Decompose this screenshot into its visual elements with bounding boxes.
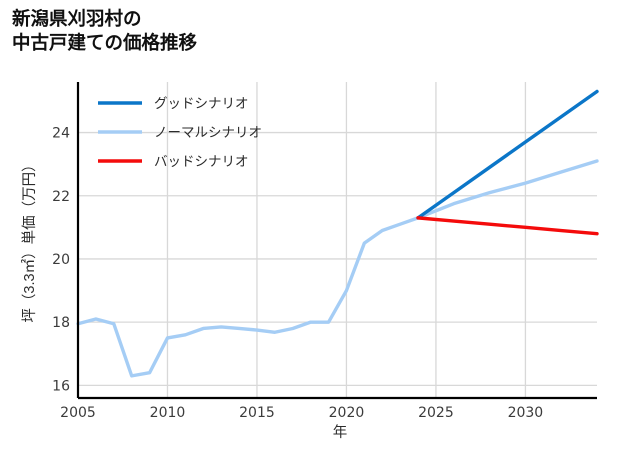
x-tick-label: 2010: [150, 405, 186, 421]
legend-label: グッドシナリオ: [154, 96, 249, 111]
x-axis-tick-labels: 2005 2010 2015 2020 2025 2030: [60, 405, 543, 421]
x-axis-title: 年: [333, 424, 348, 441]
y-tick-label: 18: [52, 315, 70, 331]
x-tick-label: 2015: [239, 405, 275, 421]
x-tick-label: 2005: [60, 405, 96, 421]
page-title: 新潟県刈羽村の中古戸建ての価格推移: [12, 7, 572, 56]
y-tick-label: 22: [52, 189, 70, 205]
page-title-line: 中古戸建ての価格推移: [12, 32, 198, 54]
y-tick-label: 16: [52, 378, 70, 394]
y-tick-label: 24: [52, 126, 70, 142]
legend-label: バッドシナリオ: [154, 154, 249, 169]
x-tick-label: 2025: [418, 405, 454, 421]
series-line-bad-forecast: [416, 216, 599, 236]
series-line-history-and-normal-forecast: [76, 159, 599, 378]
page-title-line: 新潟県刈羽村の: [12, 8, 142, 29]
x-tick-label: 2020: [329, 405, 365, 421]
series-line-good-forecast: [416, 89, 599, 220]
data-series-layer: [76, 89, 599, 378]
y-axis-title: 坪（3.3㎡）単価（万円）: [21, 157, 38, 322]
x-tick-label: 2030: [508, 405, 544, 421]
y-gridlines: [78, 131, 597, 387]
y-axis-tick-labels: 16 18 20 22 24: [52, 126, 70, 395]
legend-label: ノーマルシナリオ: [154, 125, 262, 140]
y-tick-label: 20: [52, 252, 70, 268]
